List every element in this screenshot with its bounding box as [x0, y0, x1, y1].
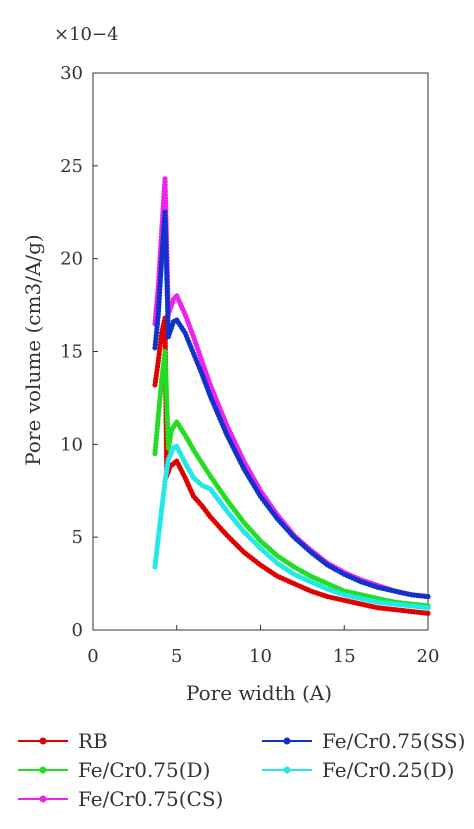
y-tick-label: 25	[60, 156, 83, 177]
legend-entry: RB	[18, 729, 108, 753]
x-axis-label: Pore width (A)	[186, 681, 332, 705]
legend-entry: Fe/Cr0.75(SS)	[262, 729, 465, 753]
legend-swatch-marker	[283, 766, 291, 774]
legend-swatch-marker	[39, 766, 47, 774]
y-tick-label: 10	[60, 434, 83, 455]
x-tick-label: 20	[417, 646, 440, 667]
y-tick-label: 30	[60, 63, 83, 84]
legend-entry: Fe/Cr0.25(D)	[262, 758, 454, 782]
data-point	[425, 593, 431, 600]
y-tick-label: 0	[72, 620, 83, 641]
x-tick-label: 10	[249, 646, 272, 667]
y-axis-ticks: 0 5 10 15 20 25 30	[60, 63, 98, 641]
y-tick-label: 5	[72, 527, 83, 548]
legend-swatch-marker	[39, 795, 47, 803]
series-layer	[152, 176, 431, 616]
legend-label: Fe/Cr0.75(SS)	[322, 729, 465, 753]
y-tick-label: 15	[60, 342, 83, 363]
legend-swatch-marker	[283, 737, 291, 745]
x-axis-ticks: 0 5 10 15 20	[87, 625, 439, 667]
x-tick-label: 5	[171, 646, 182, 667]
series-3	[152, 209, 431, 600]
legend-entry: Fe/Cr0.75(CS)	[18, 787, 223, 811]
legend: RB Fe/Cr0.75(D) Fe/Cr0.75(CS) Fe/Cr0.75(SS)…	[18, 729, 465, 811]
y-axis-label: Pore volume (cm3/A/g)	[21, 234, 45, 465]
data-point	[425, 610, 431, 616]
data-point	[425, 605, 431, 611]
x-tick-label: 15	[333, 646, 356, 667]
legend-label: Fe/Cr0.25(D)	[322, 758, 454, 782]
series-4	[152, 443, 431, 611]
legend-label: RB	[78, 729, 108, 753]
legend-label: Fe/Cr0.75(CS)	[78, 787, 223, 811]
legend-entry: Fe/Cr0.75(D)	[18, 758, 210, 782]
y-tick-label: 20	[60, 249, 83, 270]
legend-swatch-marker	[39, 737, 47, 745]
series-1	[152, 348, 431, 609]
y-axis-multiplier: ×10−4	[54, 24, 119, 45]
x-tick-label: 0	[87, 646, 98, 667]
legend-label: Fe/Cr0.75(D)	[78, 758, 210, 782]
